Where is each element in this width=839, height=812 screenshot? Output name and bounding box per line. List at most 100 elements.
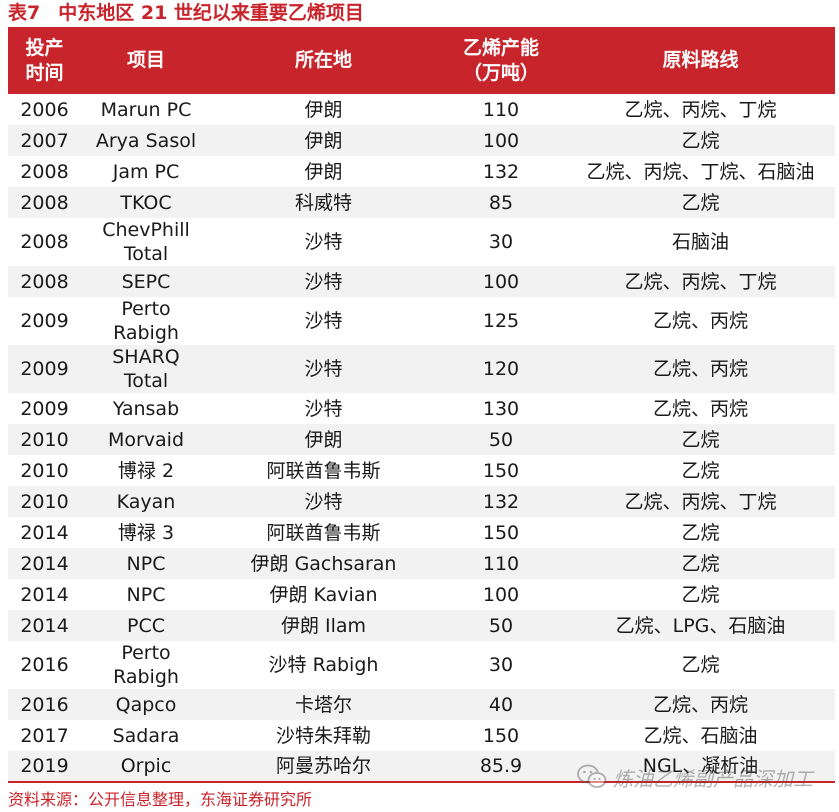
year-cell: 2007 xyxy=(8,125,81,156)
feedstock-cell: 乙烷 xyxy=(566,187,835,218)
table-row: 2010 博禄 2 阿联酋鲁韦斯 150 乙烷 xyxy=(8,455,835,486)
table-row: 2014 NPC 伊朗 Kavian 100 乙烷 xyxy=(8,579,835,610)
location-cell: 伊朗 Ilam xyxy=(211,610,436,641)
table-row: 2017 Sadara 沙特朱拜勒 150 乙烷、石脑油 xyxy=(8,720,835,751)
location-cell: 沙特 xyxy=(304,397,343,420)
capacity-cell: 150 xyxy=(482,459,520,482)
location-cell: 沙特 xyxy=(304,231,343,253)
project-cell: NPC xyxy=(126,583,166,606)
project-cell: 博禄 3 xyxy=(117,521,175,544)
feedstock-cell: 乙烷、丙烷、丁烷 xyxy=(566,486,835,517)
year-cell: 2014 xyxy=(8,610,81,641)
table-row: 2014 PCC 伊朗 Ilam 50 乙烷、LPG、石脑油 xyxy=(8,610,835,641)
project-cell: Perto Rabigh xyxy=(113,298,179,344)
table-row: 2009 SHARQ Total 沙特 120 乙烷、丙烷 xyxy=(8,345,835,393)
location-cell: 伊朗 xyxy=(211,125,436,156)
capacity-cell: 85.9 xyxy=(436,751,566,783)
header-feedstock: 原料路线 xyxy=(566,27,835,94)
location-cell: 伊朗 xyxy=(304,98,343,121)
location-cell: 伊朗 Gachsaran xyxy=(211,548,436,579)
capacity-cell: 110 xyxy=(482,98,520,121)
capacity-cell: 132 xyxy=(482,160,520,183)
header-location: 所在地 xyxy=(211,27,436,94)
table-row: 2016 Qapco 卡塔尔 40 乙烷、丙烷 xyxy=(8,689,835,720)
project-cell: Qapco xyxy=(81,689,211,720)
location-cell: 伊朗 xyxy=(211,424,436,455)
capacity-cell: 100 xyxy=(436,266,566,297)
project-cell: Sadara xyxy=(112,724,180,747)
project-cell: SEPC xyxy=(81,266,211,297)
table-row: 2010 Kayan 沙特 132 乙烷、丙烷、丁烷 xyxy=(8,486,835,517)
project-cell: Morvaid xyxy=(81,424,211,455)
location-cell: 沙特 xyxy=(211,266,436,297)
table-row: 2008 TKOC 科威特 85 乙烷 xyxy=(8,187,835,218)
feedstock-cell: 乙烷、丙烷 xyxy=(566,345,835,393)
capacity-cell: 132 xyxy=(436,486,566,517)
capacity-cell: 40 xyxy=(436,689,566,720)
year-cell: 2009 xyxy=(20,397,69,420)
capacity-cell: 150 xyxy=(482,521,520,544)
year-cell: 2017 xyxy=(20,724,69,747)
feedstock-cell: 乙烷、LPG、石脑油 xyxy=(566,610,835,641)
table-title-text: 中东地区 21 世纪以来重要乙烯项目 xyxy=(58,2,364,24)
year-cell: 2008 xyxy=(8,266,81,297)
year-cell: 2009 xyxy=(20,310,69,332)
capacity-cell: 130 xyxy=(482,397,520,420)
capacity-cell: 100 xyxy=(436,125,566,156)
table-header-row: 投产 时间 项目 所在地 乙烯产能 （万吨） 原料路线 xyxy=(8,27,835,94)
location-cell: 阿联酋鲁韦斯 xyxy=(266,459,381,482)
location-cell: 伊朗 Kavian xyxy=(269,583,378,606)
year-cell: 2010 xyxy=(20,459,69,482)
capacity-cell: 110 xyxy=(436,548,566,579)
year-cell: 2014 xyxy=(20,521,69,544)
table-row: 2019 Orpic 阿曼苏哈尔 85.9 NGL、凝析油 xyxy=(8,751,835,783)
table-row: 2014 博禄 3 阿联酋鲁韦斯 150 乙烷 xyxy=(8,517,835,548)
feedstock-cell: 乙烷、丙烷、丁烷 xyxy=(624,98,777,121)
location-cell: 伊朗 xyxy=(304,160,343,183)
feedstock-cell: 乙烷 xyxy=(681,521,720,544)
feedstock-cell: 乙烷 xyxy=(566,125,835,156)
year-cell: 2010 xyxy=(8,424,81,455)
table-title: 表7 中东地区 21 世纪以来重要乙烯项目 xyxy=(8,0,364,26)
table-row: 2009 Perto Rabigh 沙特 125 乙烷、丙烷 xyxy=(8,297,835,345)
feedstock-cell: 乙烷、丙烷、丁烷 xyxy=(566,266,835,297)
table-row: 2008 Jam PC 伊朗 132 乙烷、丙烷、丁烷、石脑油 xyxy=(8,156,835,187)
location-cell: 沙特 Rabigh xyxy=(268,654,379,676)
table-row: 2016 Perto Rabigh 沙特 Rabigh 30 乙烷 xyxy=(8,641,835,689)
capacity-cell: 150 xyxy=(482,724,520,747)
year-cell: 2014 xyxy=(20,583,69,606)
table-row: 2009 Yansab 沙特 130 乙烷、丙烷 xyxy=(8,393,835,424)
feedstock-cell: 乙烷 xyxy=(681,654,720,676)
table-container: 投产 时间 项目 所在地 乙烯产能 （万吨） 原料路线 2006 Marun PC 伊朗… xyxy=(8,27,835,783)
header-start-year: 投产 时间 xyxy=(8,27,81,94)
feedstock-cell: NGL、凝析油 xyxy=(566,751,835,783)
feedstock-cell: 乙烷 xyxy=(566,548,835,579)
project-cell: 博禄 2 xyxy=(117,459,175,482)
table-row: 2007 Arya Sasol 伊朗 100 乙烷 xyxy=(8,125,835,156)
project-cell: SHARQ Total xyxy=(81,345,211,393)
year-cell: 2008 xyxy=(20,160,69,183)
year-cell: 2008 xyxy=(20,231,69,253)
project-cell: Kayan xyxy=(81,486,211,517)
project-cell: Orpic xyxy=(81,751,211,783)
feedstock-cell: 乙烷、丙烷 xyxy=(566,689,835,720)
capacity-cell: 85 xyxy=(436,187,566,218)
project-cell: Jam PC xyxy=(112,160,180,183)
source-note: 资料来源：公开信息整理，东海证券研究所 xyxy=(8,790,313,809)
table-row: 2006 Marun PC 伊朗 110 乙烷、丙烷、丁烷 xyxy=(8,94,835,125)
header-project: 项目 xyxy=(81,27,211,94)
table-row: 2010 Morvaid 伊朗 50 乙烷 xyxy=(8,424,835,455)
feedstock-cell: 乙烷 xyxy=(566,424,835,455)
year-cell: 2006 xyxy=(20,98,69,121)
project-cell: TKOC xyxy=(81,187,211,218)
year-cell: 2016 xyxy=(20,654,69,676)
project-cell: Marun PC xyxy=(100,98,192,121)
capacity-cell: 30 xyxy=(488,231,514,253)
feedstock-cell: 石脑油 xyxy=(671,231,729,253)
year-cell: 2016 xyxy=(8,689,81,720)
year-cell: 2009 xyxy=(8,345,81,393)
table-number: 表7 xyxy=(8,2,41,24)
header-capacity: 乙烯产能 （万吨） xyxy=(436,27,566,94)
project-cell: PCC xyxy=(81,610,211,641)
location-cell: 卡塔尔 xyxy=(211,689,436,720)
